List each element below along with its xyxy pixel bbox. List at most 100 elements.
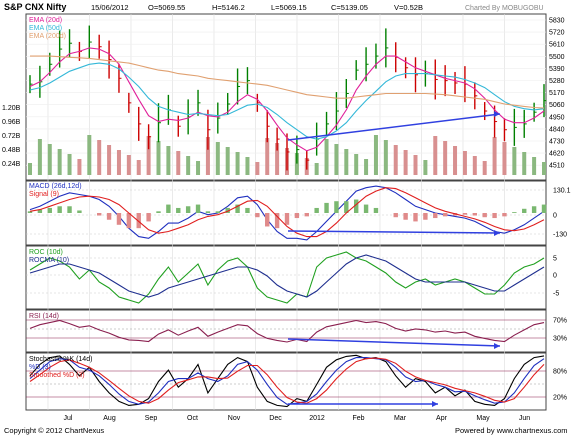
macd-histogram-bar (156, 211, 161, 213)
macd-histogram-bar (116, 213, 122, 225)
chart-title: S&P CNX Nifty (4, 2, 66, 12)
volume-tick-label: 0.24B (2, 161, 21, 168)
macd-histogram-bar (472, 213, 478, 216)
macd-histogram-bar (304, 213, 309, 217)
legend-stoch-smoothed: Smoothed %D (3) (29, 372, 85, 379)
macd-histogram-bar (205, 211, 211, 213)
header-credit: Charted By MOBUGOBU (465, 5, 544, 12)
x-tick-label: May (476, 415, 490, 422)
volume-bar (403, 150, 408, 175)
price-tick-label: 5610 (549, 42, 565, 49)
macd-histogram-bar (502, 213, 507, 217)
volume-bar (146, 136, 151, 175)
macd-tick-label: 130.1 (553, 188, 571, 195)
header-high: H=5146.2 (212, 3, 245, 12)
header-date: 15/06/2012 (91, 3, 129, 12)
macd-histogram-bar (106, 213, 112, 220)
header-close: C=5139.05 (331, 3, 368, 12)
macd-histogram-bar (27, 211, 33, 213)
series-line-ema-20d- (29, 47, 545, 152)
volume-tick-label: 1.20B (2, 105, 21, 112)
x-tick-label: Oct (187, 415, 198, 422)
series-line-macd-26d-12d- (29, 185, 545, 241)
macd-histogram-bar (77, 210, 82, 213)
legend-roc: ROC (10d) (29, 249, 63, 256)
macd-histogram-bar (373, 207, 379, 213)
volume-bar (176, 151, 181, 175)
volume-bar (462, 151, 467, 175)
volume-bar (294, 153, 299, 175)
price-tick-label: 4510 (549, 163, 565, 170)
volume-bar (245, 157, 250, 175)
x-tick-label: Jul (64, 415, 73, 422)
macd-histogram-bar (334, 201, 339, 213)
volume-bar (225, 147, 230, 175)
x-tick-label: Apr (436, 415, 448, 422)
volume-bar (186, 156, 191, 175)
price-tick-label: 4840 (549, 126, 565, 133)
stoch-tick-label: 80% (553, 369, 567, 376)
macd-histogram-bar (284, 213, 290, 225)
macd-histogram-bar (531, 206, 537, 213)
grid-layer (26, 14, 546, 410)
header-open: O=5069.55 (148, 3, 185, 12)
volume-bar (364, 159, 369, 175)
stoch-panel-frame (25, 352, 547, 411)
volume-bar (383, 140, 388, 175)
volume-bar (275, 143, 280, 175)
macd-histogram-bar (324, 202, 329, 213)
trendline-arrowhead (494, 111, 500, 117)
rsi-panel-frame (25, 309, 547, 353)
volume-bar (57, 149, 62, 175)
volume-bar (334, 144, 339, 175)
roc-tick-label: 5 (553, 256, 557, 263)
volume-bar (453, 146, 458, 175)
volume-bar (47, 144, 52, 175)
macd-histogram-bar (462, 213, 468, 215)
macd-histogram-bar (57, 206, 62, 213)
price-tick-label: 5170 (549, 90, 565, 97)
volume-bar (532, 157, 537, 175)
volume-bar (116, 150, 121, 175)
volume-bar (136, 160, 141, 175)
macd-histogram-bar (235, 204, 240, 213)
stoch-tick-label: 20% (553, 395, 567, 402)
macd-histogram-bar (403, 213, 408, 220)
header-volume: V=0.52B (394, 3, 423, 12)
legend-stoch-d: %D (3) (29, 364, 51, 371)
series-line-stochastic-k-14d- (29, 354, 545, 408)
volume-bar (522, 152, 527, 175)
macd-histogram-bar (433, 213, 438, 219)
macd-histogram-bar (146, 213, 151, 222)
macd-histogram-bar (512, 212, 517, 213)
price-tick-label: 4950 (549, 114, 565, 121)
x-tick-label: Sep (145, 415, 158, 422)
legend-ema20: EMA (20d) (29, 17, 62, 24)
volume-bar (28, 163, 32, 175)
volume-tick-label: 0.72B (2, 133, 21, 140)
volume-bar (107, 145, 112, 175)
volume-tick-label: 0.48B (2, 147, 21, 154)
macd-histogram-bar (265, 213, 270, 227)
volume-bar (502, 142, 507, 175)
macd-histogram-bar (442, 213, 448, 217)
macd-histogram-bar (166, 204, 171, 213)
trendline (287, 230, 501, 234)
roc-tick-label: 0 (553, 273, 557, 280)
macd-histogram-bar (225, 207, 230, 213)
volume-tick-label: 0.96B (2, 119, 21, 126)
macd-histogram-bar (353, 199, 359, 213)
x-tick-label: Aug (103, 415, 116, 422)
rsi-tick-label: 70% (553, 318, 567, 325)
volume-bar (393, 145, 398, 175)
macd-histogram-bar (185, 206, 191, 213)
macd-histogram-bar (136, 213, 141, 229)
volume-bar (166, 146, 171, 175)
macd-histogram-bar (96, 213, 102, 216)
volume-bar (87, 135, 92, 175)
footer-powered: Powered by www.chartnexus.com (455, 426, 568, 435)
tick-labels: Jul Aug Sep Oct Nov Dec 2012 Feb Mar Apr May Jun 583… (2, 18, 571, 423)
indicator-lines (27, 47, 547, 408)
